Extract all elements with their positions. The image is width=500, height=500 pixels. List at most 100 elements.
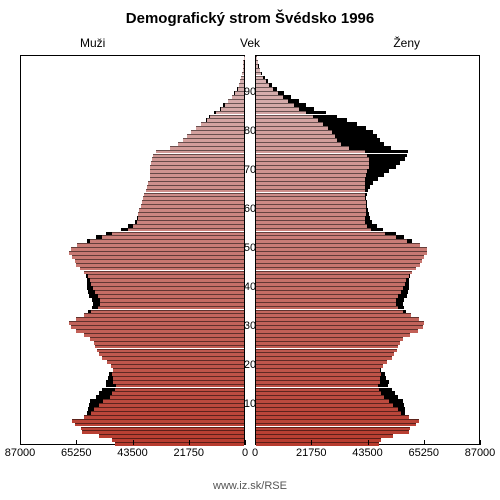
- bar-main: [256, 173, 366, 177]
- bar-main: [137, 220, 244, 224]
- bar-row: [256, 434, 479, 438]
- bar-row: [256, 294, 479, 298]
- bar-main: [256, 99, 288, 103]
- age-tick-label: 20: [240, 359, 260, 371]
- bar-row: [256, 278, 479, 282]
- bar-row: [21, 76, 244, 80]
- bar-row: [256, 407, 479, 411]
- bar-row: [21, 434, 244, 438]
- bar-row: [256, 380, 479, 384]
- bar-main: [150, 177, 244, 181]
- bar-row: [21, 83, 244, 87]
- bar-row: [256, 173, 479, 177]
- bar-main: [99, 352, 244, 356]
- bar-main: [196, 126, 244, 130]
- x-tick: [189, 440, 190, 445]
- bar-main: [256, 72, 261, 76]
- age-tick-label: 70: [240, 164, 260, 176]
- bar-main: [102, 356, 244, 360]
- bar-main: [148, 181, 244, 185]
- bar-row: [21, 423, 244, 427]
- bar-row: [256, 200, 479, 204]
- bar-row: [21, 298, 244, 302]
- bar-main: [113, 368, 244, 372]
- bar-main: [256, 111, 306, 115]
- bar-row: [21, 142, 244, 146]
- bar-row: [21, 107, 244, 111]
- bar-row: [21, 208, 244, 212]
- bar-row: [256, 313, 479, 317]
- bar-main: [77, 243, 244, 247]
- bar-main: [153, 154, 244, 158]
- bar-row: [21, 317, 244, 321]
- bar-main: [256, 286, 403, 290]
- bar-row: [21, 177, 244, 181]
- bar-row: [256, 430, 479, 434]
- bar-row: [21, 411, 244, 415]
- bar-row: [21, 146, 244, 150]
- bar-main: [150, 169, 244, 173]
- bar-row: [21, 161, 244, 165]
- bar-row: [21, 302, 244, 306]
- bar-main: [256, 68, 260, 72]
- bar-main: [256, 247, 427, 251]
- bar-row: [256, 271, 479, 275]
- bar-main: [99, 403, 244, 407]
- bar-row: [256, 391, 479, 395]
- bar-main: [256, 235, 396, 239]
- bar-main: [256, 126, 328, 130]
- bar-row: [21, 169, 244, 173]
- bar-main: [256, 154, 367, 158]
- bar-row: [256, 204, 479, 208]
- bar-main: [84, 313, 244, 317]
- bar-main: [256, 161, 369, 165]
- bar-main: [141, 204, 244, 208]
- bar-main: [241, 76, 244, 80]
- bar-row: [21, 341, 244, 345]
- bar-row: [21, 267, 244, 271]
- bar-main: [216, 111, 244, 115]
- bar-main: [256, 212, 366, 216]
- bar-main: [256, 337, 403, 341]
- bar-row: [21, 430, 244, 434]
- bar-main: [256, 220, 365, 224]
- bar-main: [256, 360, 387, 364]
- bar-main: [90, 278, 244, 282]
- bar-main: [256, 427, 410, 431]
- bar-main: [256, 263, 420, 267]
- bar-row: [21, 427, 244, 431]
- bar-main: [84, 333, 244, 337]
- bar-row: [256, 411, 479, 415]
- bar-main: [91, 282, 244, 286]
- bar-row: [256, 290, 479, 294]
- bar-row: [21, 282, 244, 286]
- x-tick-label: 0: [242, 447, 248, 459]
- bar-main: [256, 321, 424, 325]
- bar-main: [113, 376, 244, 380]
- bar-row: [21, 278, 244, 282]
- bar-row: [256, 384, 479, 388]
- bar-main: [150, 173, 244, 177]
- bar-row: [256, 232, 479, 236]
- x-tick-label: 43500: [117, 447, 148, 459]
- age-tick-label: 10: [240, 398, 260, 410]
- age-label: Vek: [0, 36, 500, 50]
- bar-row: [256, 122, 479, 126]
- bar-main: [82, 430, 244, 434]
- bar-main: [76, 317, 244, 321]
- bar-row: [21, 360, 244, 364]
- bar-row: [256, 302, 479, 306]
- bar-main: [242, 72, 244, 76]
- bar-row: [21, 247, 244, 251]
- bar-main: [152, 157, 244, 161]
- bar-main: [256, 118, 318, 122]
- bar-row: [21, 212, 244, 216]
- bar-main: [256, 391, 381, 395]
- bar-main: [256, 107, 299, 111]
- bar-row: [21, 251, 244, 255]
- x-tick: [133, 440, 134, 445]
- bar-row: [256, 103, 479, 107]
- age-tick-label: 50: [240, 242, 260, 254]
- bar-row: [256, 216, 479, 220]
- bar-row: [256, 142, 479, 146]
